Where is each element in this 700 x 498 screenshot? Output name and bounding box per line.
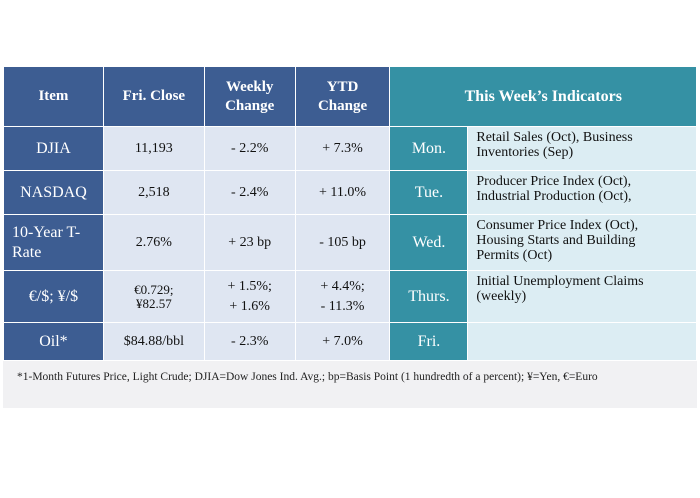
row-ytd: + 7.0% xyxy=(294,322,391,361)
row-weekly-line: + 1.5%; xyxy=(227,279,272,294)
row-day: Thurs. xyxy=(389,270,469,323)
row-day: Fri. xyxy=(389,322,469,361)
row-weekly: - 2.3% xyxy=(203,322,296,361)
indicator-line: Industrial Production (Oct), xyxy=(476,189,632,204)
row-weekly: - 2.4% xyxy=(203,170,296,215)
row-item-line: Rate xyxy=(12,243,42,261)
row-weekly: - 2.2% xyxy=(203,126,296,171)
row-indicators-empty xyxy=(467,322,697,361)
row-close-line: ¥82.57 xyxy=(135,295,172,311)
row-ytd: + 7.3% xyxy=(294,126,391,171)
indicator-line: Housing Starts and Building xyxy=(476,233,636,248)
table-row: Oil* $84.88/bbl - 2.3% + 7.0% Fri. xyxy=(3,322,697,361)
row-item: 10-Year T- Rate xyxy=(3,214,104,271)
table-row: NASDAQ 2,518 - 2.4% + 11.0% Tue. Produce… xyxy=(3,170,697,215)
row-close: €0.729; ¥82.57 xyxy=(102,270,205,323)
header-weekly-line-1: Weekly xyxy=(225,78,274,95)
row-item: NASDAQ xyxy=(3,170,104,215)
row-close: 2.76% xyxy=(102,214,205,271)
row-ytd-line: + 7.3% xyxy=(322,141,363,156)
row-indicators: Initial Unemployment Claims (weekly) xyxy=(467,270,697,323)
row-close-line: $84.88/bbl xyxy=(123,334,184,349)
header-indicators: This Week’s Indicators xyxy=(389,66,697,127)
row-indicators: Consumer Price Index (Oct), Housing Star… xyxy=(467,214,697,271)
row-weekly-line: - 2.2% xyxy=(231,141,269,156)
indicator-line: Retail Sales (Oct), Business xyxy=(476,130,633,145)
footnote: *1-Month Futures Price, Light Crude; DJI… xyxy=(17,371,598,383)
row-day: Wed. xyxy=(389,214,469,271)
row-item: Oil* xyxy=(3,322,104,361)
row-ytd: - 105 bp xyxy=(294,214,391,271)
row-close: 11,193 xyxy=(102,126,205,171)
row-close: 2,518 xyxy=(102,170,205,215)
indicator-line: (weekly) xyxy=(476,289,527,304)
row-weekly-line: + 1.6% xyxy=(229,299,270,314)
row-weekly: + 1.5%; + 1.6% xyxy=(203,270,296,323)
row-close: $84.88/bbl xyxy=(102,322,205,361)
row-ytd-line: - 105 bp xyxy=(319,235,366,250)
header-ytd-line-1: YTD xyxy=(326,78,359,95)
row-ytd: + 11.0% xyxy=(294,170,391,215)
table-row: 10-Year T- Rate 2.76% + 23 bp - 105 bp W… xyxy=(3,214,697,271)
row-item-line: €/$; ¥/$ xyxy=(28,287,79,305)
row-item-line: 10-Year T- xyxy=(12,223,81,241)
row-ytd: + 4.4%; - 11.3% xyxy=(294,270,391,323)
row-item-line: NASDAQ xyxy=(20,183,87,201)
row-close-line: €0.729; xyxy=(134,281,174,297)
row-item: €/$; ¥/$ xyxy=(3,270,104,323)
header-ytd-change: YTD Change xyxy=(294,66,391,127)
row-item-line: DJIA xyxy=(36,139,71,157)
row-ytd-line: - 11.3% xyxy=(320,299,365,314)
row-close-line: 11,193 xyxy=(134,141,173,156)
indicator-line: Permits (Oct) xyxy=(476,248,553,263)
indicator-line: Initial Unemployment Claims xyxy=(476,274,644,289)
indicator-line: Inventories (Sep) xyxy=(476,145,574,160)
row-day: Tue. xyxy=(389,170,469,215)
row-item: DJIA xyxy=(3,126,104,171)
row-ytd-line: + 11.0% xyxy=(319,185,367,200)
header-weekly-line-2: Change xyxy=(225,97,275,114)
market-summary-panel: Item Fri. Close Weekly Change YTD Change… xyxy=(3,66,697,408)
table-row: €/$; ¥/$ €0.729; ¥82.57 + 1.5%; + 1.6% +… xyxy=(3,270,697,323)
indicator-line: Consumer Price Index (Oct), xyxy=(476,218,639,233)
row-close-line: 2.76% xyxy=(135,235,172,250)
row-weekly: + 23 bp xyxy=(203,214,296,271)
market-table: Item Fri. Close Weekly Change YTD Change… xyxy=(3,66,697,361)
header-item: Item xyxy=(3,66,104,127)
row-indicators: Retail Sales (Oct), Business Inventories… xyxy=(467,126,697,171)
header-fri-close: Fri. Close xyxy=(102,66,205,127)
row-item-line: Oil* xyxy=(39,332,68,350)
indicator-line: Producer Price Index (Oct), xyxy=(476,174,632,189)
row-weekly-line: - 2.3% xyxy=(231,334,269,349)
row-weekly-line: - 2.4% xyxy=(231,185,269,200)
row-weekly-line: + 23 bp xyxy=(228,235,272,250)
header-row: Item Fri. Close Weekly Change YTD Change… xyxy=(3,66,697,127)
row-close-line: 2,518 xyxy=(138,185,170,200)
row-indicators: Producer Price Index (Oct), Industrial P… xyxy=(467,170,697,215)
row-day: Mon. xyxy=(389,126,469,171)
header-ytd-line-2: Change xyxy=(317,97,368,114)
table-row: DJIA 11,193 - 2.2% + 7.3% Mon. Retail Sa… xyxy=(3,126,697,171)
row-ytd-line: + 4.4%; xyxy=(320,279,365,294)
row-ytd-line: + 7.0% xyxy=(322,334,363,349)
header-weekly-change: Weekly Change xyxy=(203,66,296,127)
